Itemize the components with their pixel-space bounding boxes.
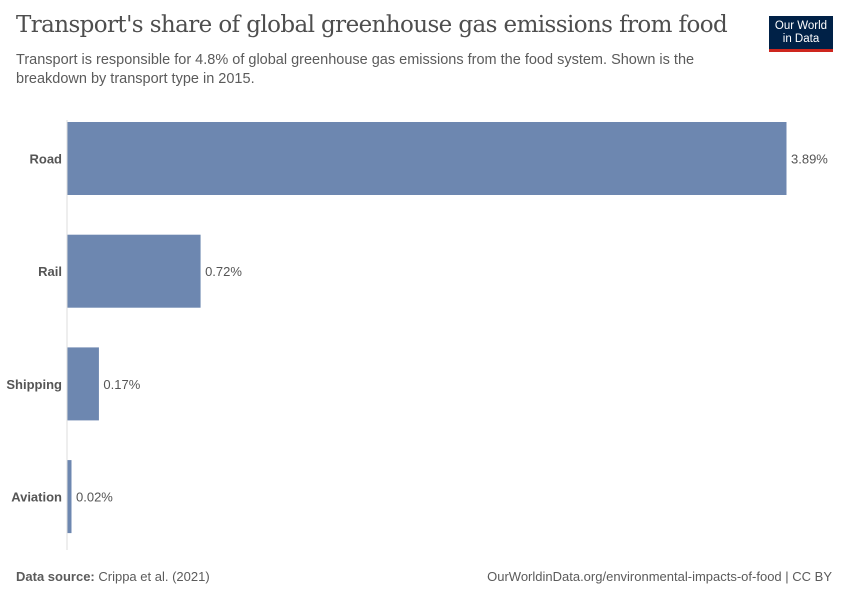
value-label: 0.17%	[103, 377, 140, 392]
logo-line2: in Data	[782, 33, 820, 45]
category-label: Rail	[38, 264, 62, 279]
source-label: Data source:	[16, 569, 95, 584]
owid-logo[interactable]: Our World in Data	[769, 16, 833, 52]
category-label: Shipping	[6, 377, 62, 392]
category-label: Aviation	[11, 490, 62, 505]
value-label: 0.02%	[76, 490, 113, 505]
value-label: 0.72%	[205, 264, 242, 279]
bar-shipping[interactable]	[67, 347, 99, 421]
bar-road[interactable]	[67, 122, 787, 195]
logo-line1: Our World	[774, 20, 828, 32]
bar-aviation[interactable]	[67, 460, 72, 534]
category-label: Road	[30, 152, 63, 167]
chart-title: Transport's share of global greenhouse g…	[16, 12, 728, 38]
chart-subtitle: Transport is responsible for 4.8% of glo…	[16, 52, 695, 87]
source-url[interactable]: OurWorldinData.org/environmental-impacts…	[487, 569, 832, 584]
value-label: 3.89%	[791, 152, 828, 167]
source-value[interactable]: Crippa et al. (2021)	[94, 569, 210, 584]
bar-rail[interactable]	[67, 234, 201, 308]
data-source: Data source: Crippa et al. (2021)	[16, 569, 210, 584]
